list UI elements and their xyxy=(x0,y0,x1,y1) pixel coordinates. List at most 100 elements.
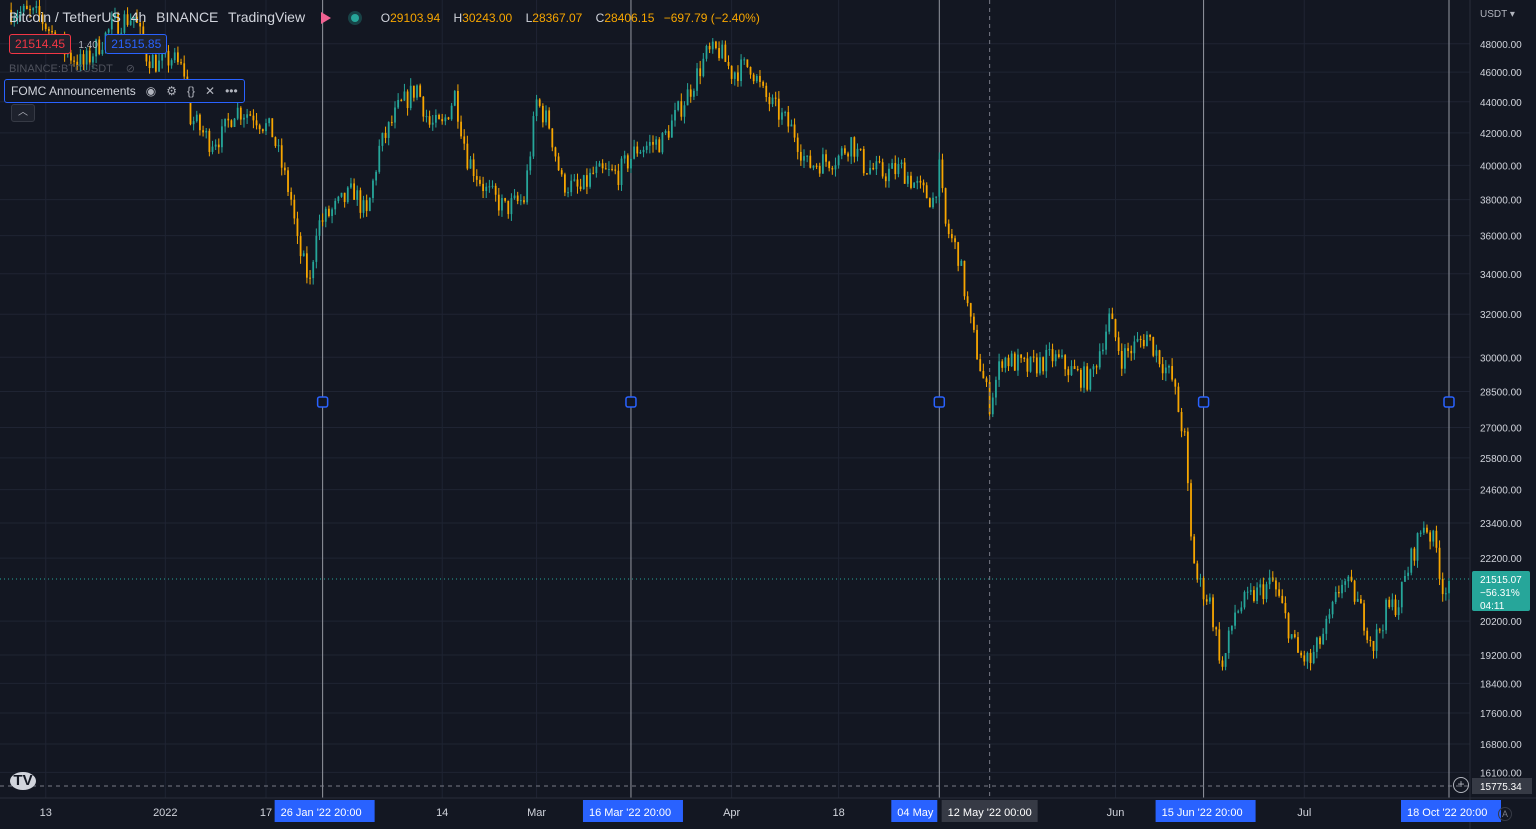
source-label: TradingView xyxy=(228,9,306,25)
candle-up xyxy=(1432,530,1435,542)
candle-down xyxy=(1026,358,1029,372)
candle-up xyxy=(1102,349,1104,352)
candle-up xyxy=(998,361,1000,380)
candle-up xyxy=(1070,366,1073,376)
candle-down xyxy=(126,14,129,25)
candle-down xyxy=(321,220,324,222)
tradingview-logo-icon[interactable]: TV xyxy=(10,772,36,790)
candle-down xyxy=(1161,364,1164,374)
y-tick-label: 38000.00 xyxy=(1480,196,1522,207)
candle-down xyxy=(472,159,475,177)
candle-down xyxy=(947,223,950,235)
candle-down xyxy=(831,168,834,170)
candle-down xyxy=(844,148,846,154)
candle-up xyxy=(582,175,585,190)
candle-down xyxy=(1042,357,1045,372)
candle-up xyxy=(318,220,321,236)
auto-scale-icon[interactable]: A xyxy=(1498,807,1512,821)
candle-down xyxy=(866,173,868,175)
y-tick-label: 16800.00 xyxy=(1480,740,1522,751)
candle-up xyxy=(677,101,680,110)
candle-up xyxy=(35,6,38,9)
close-value: 28406.15 xyxy=(604,11,655,25)
candle-up xyxy=(781,112,783,120)
candle-down xyxy=(560,170,563,175)
bid-button[interactable]: 21514.45 xyxy=(9,34,72,54)
candle-down xyxy=(1095,366,1098,368)
candle-down xyxy=(724,44,727,62)
candle-up xyxy=(19,11,22,16)
candle-down xyxy=(579,186,582,190)
candle-down xyxy=(390,122,393,124)
eye-icon[interactable]: ◉ xyxy=(145,84,157,98)
candle-down xyxy=(1183,431,1186,433)
candle-up xyxy=(995,379,997,398)
candle-up xyxy=(645,145,648,150)
candle-down xyxy=(727,61,730,66)
candle-down xyxy=(1013,353,1016,371)
candle-up xyxy=(1105,331,1107,350)
interval-label[interactable]: 4h xyxy=(130,9,147,25)
candle-down xyxy=(1079,369,1082,388)
x-tick-label: Mar xyxy=(527,807,546,819)
event-time-label: 16 Mar '22 20:00 xyxy=(589,807,671,819)
low-value: 28367.07 xyxy=(532,11,583,25)
candle-down xyxy=(1369,639,1372,641)
candle-up xyxy=(740,59,742,82)
candle-down xyxy=(586,175,588,187)
candle-down xyxy=(384,132,387,138)
candle-up xyxy=(32,8,35,11)
hidden-eye-icon[interactable]: ⊘ xyxy=(125,63,135,75)
candle-up xyxy=(630,158,632,169)
source-code-icon[interactable]: {} xyxy=(186,84,195,98)
candle-down xyxy=(117,13,120,34)
candle-down xyxy=(563,174,566,193)
y-tick-label: 18400.00 xyxy=(1480,679,1522,690)
candle-down xyxy=(925,185,928,199)
candle-up xyxy=(595,166,598,173)
candle-up xyxy=(850,137,853,157)
candle-up xyxy=(1136,338,1139,342)
ask-button[interactable]: 21515.85 xyxy=(105,34,168,54)
settings-icon[interactable]: ⚙ xyxy=(166,84,177,98)
candle-up xyxy=(1325,618,1328,634)
candle-down xyxy=(541,105,544,123)
candle-down xyxy=(765,85,768,98)
candle-down xyxy=(1067,369,1070,376)
candle-up xyxy=(1231,625,1233,631)
candle-down xyxy=(538,99,541,106)
indicator-legend[interactable]: FOMC Announcements ◉ ⚙ {} ✕ ••• xyxy=(4,79,245,103)
candle-up xyxy=(214,144,217,147)
candle-down xyxy=(183,63,186,77)
symbol-title[interactable]: Bitcoin / TetherUS xyxy=(9,9,121,25)
candle-down xyxy=(730,65,733,79)
y-tick-label: 24600.00 xyxy=(1480,486,1522,497)
currency-selector[interactable]: USDT ▾ xyxy=(1480,9,1515,20)
candle-up xyxy=(1410,548,1413,573)
candle-down xyxy=(878,161,881,163)
high-label: H xyxy=(453,11,463,25)
candle-down xyxy=(239,107,242,120)
candle-up xyxy=(425,116,428,118)
flag-icon[interactable] xyxy=(320,12,331,25)
candle-down xyxy=(1287,613,1290,639)
exchange-label: BINANCE xyxy=(156,9,219,25)
candle-down xyxy=(557,156,560,171)
candle-down xyxy=(1001,361,1004,368)
candle-down xyxy=(296,218,299,237)
close-icon[interactable]: ✕ xyxy=(205,84,216,98)
candle-up xyxy=(1265,584,1268,600)
candle-down xyxy=(617,170,620,185)
candle-down xyxy=(1388,599,1391,608)
y-tick-label: 20200.00 xyxy=(1480,617,1522,628)
collapse-legend-button[interactable]: ︿ xyxy=(11,104,35,122)
more-icon[interactable]: ••• xyxy=(225,84,238,98)
candle-up xyxy=(444,117,447,122)
candle-up xyxy=(916,180,919,183)
candle-down xyxy=(148,61,151,68)
candle-up xyxy=(79,54,82,67)
add-plus-icon[interactable]: + xyxy=(1453,777,1469,793)
candle-down xyxy=(1309,652,1312,664)
candle-up xyxy=(743,59,746,61)
